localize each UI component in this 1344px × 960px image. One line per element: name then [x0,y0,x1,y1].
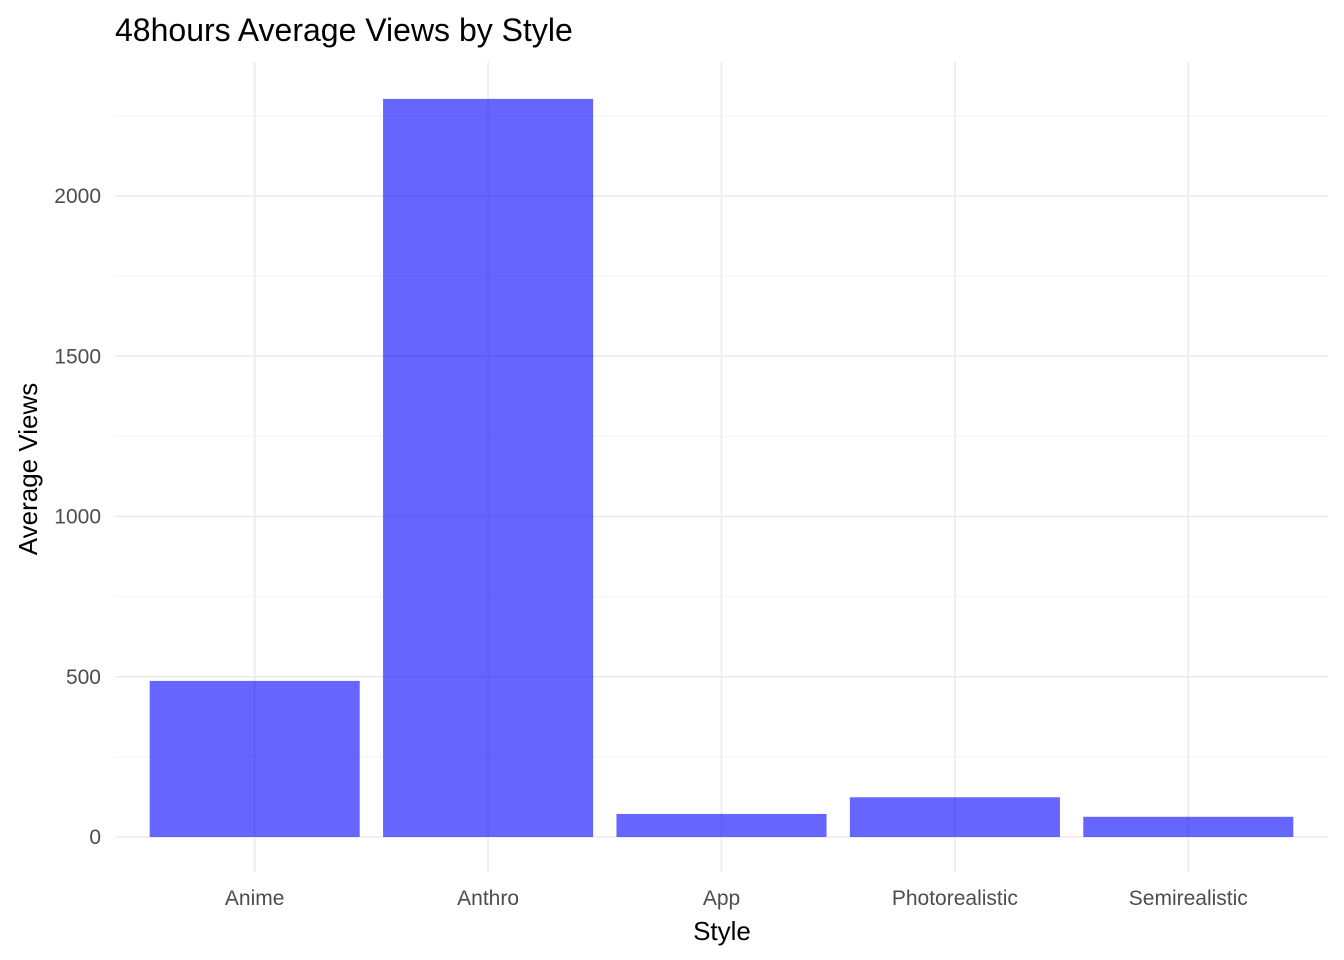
x-tick-label: Photorealistic [892,887,1018,910]
y-tick-label: 0 [89,826,101,849]
bar-photorealistic [849,797,1060,837]
x-axis-ticks: Anime Anthro App Photorealistic Semirealisti… [225,887,1248,910]
bar-anime [149,680,360,837]
x-axis-title: Style [693,916,751,946]
chart-title: 48hours Average Views by Style [115,12,573,48]
bar-semirealistic [1083,816,1294,837]
y-tick-label: 500 [66,666,101,689]
x-tick-label: Semirealistic [1129,887,1248,910]
x-tick-label: App [703,887,740,910]
y-axis-ticks: 0 500 1000 1500 2000 [54,185,101,849]
x-tick-label: Anthro [457,887,519,910]
y-axis-title: Average Views [13,383,43,555]
x-tick-label: Anime [225,887,285,910]
bars-layer [149,98,1294,838]
y-tick-label: 1000 [54,506,101,529]
bar-app [616,813,827,837]
y-tick-label: 1500 [54,345,101,368]
bar-anthro [383,98,594,838]
y-tick-label: 2000 [54,185,101,208]
